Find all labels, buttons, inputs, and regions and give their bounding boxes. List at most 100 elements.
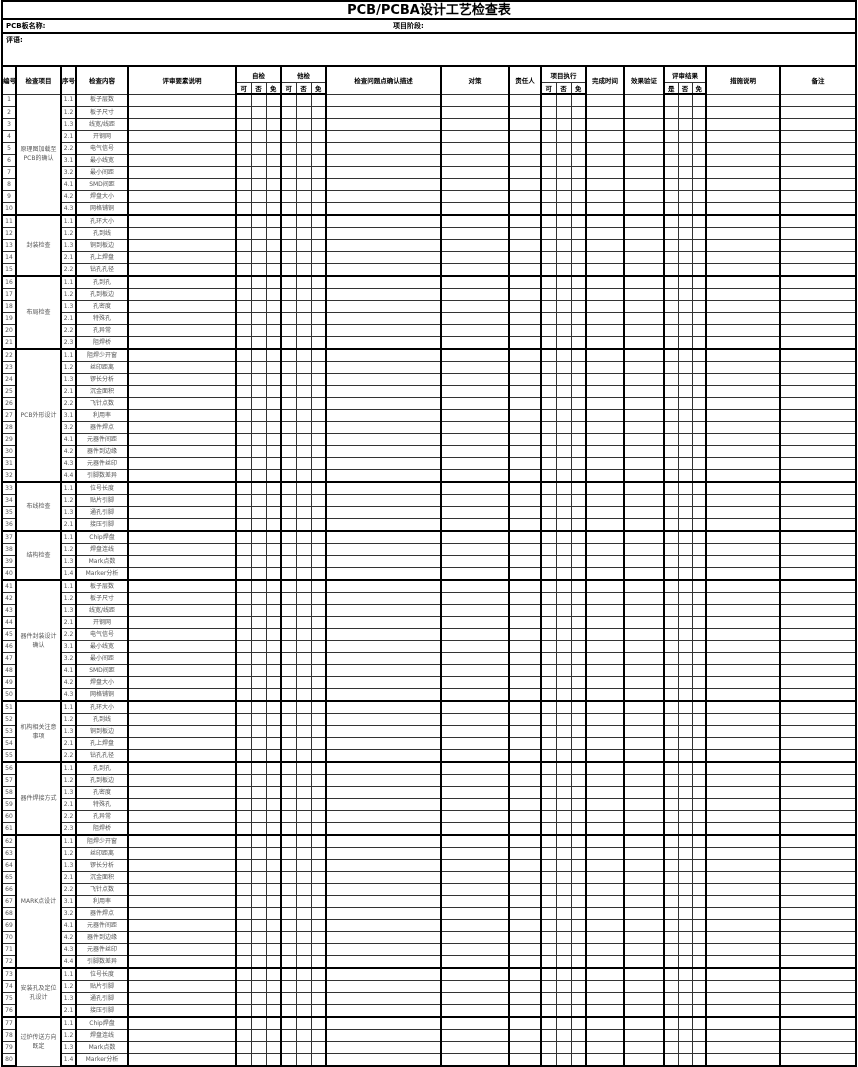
result-na[interactable]: [691, 676, 707, 689]
other-check-no[interactable]: [295, 227, 312, 240]
criteria-cell[interactable]: [127, 822, 237, 836]
self-check-na[interactable]: [265, 202, 282, 216]
self-check-yes[interactable]: [235, 664, 252, 677]
other-check-no[interactable]: [295, 166, 312, 179]
finish-time-cell[interactable]: [585, 263, 625, 277]
result-na[interactable]: [691, 481, 707, 495]
result-yes[interactable]: [663, 421, 679, 434]
finish-time-cell[interactable]: [585, 457, 625, 470]
exec-yes[interactable]: [540, 640, 557, 653]
exec-yes[interactable]: [540, 676, 557, 689]
result-na[interactable]: [691, 1041, 707, 1054]
other-check-no[interactable]: [295, 992, 312, 1005]
other-check-yes[interactable]: [280, 555, 297, 568]
owner-cell[interactable]: [508, 664, 542, 677]
result-no[interactable]: [677, 409, 693, 422]
verify-cell[interactable]: [623, 774, 665, 787]
verify-cell[interactable]: [623, 786, 665, 799]
other-check-na[interactable]: [310, 980, 327, 993]
result-na[interactable]: [691, 275, 707, 289]
exec-no[interactable]: [555, 336, 572, 350]
other-check-yes[interactable]: [280, 190, 297, 203]
owner-cell[interactable]: [508, 700, 542, 714]
other-check-yes[interactable]: [280, 700, 297, 714]
criteria-cell[interactable]: [127, 166, 237, 179]
self-check-na[interactable]: [265, 592, 282, 605]
finish-time-cell[interactable]: [585, 749, 625, 763]
exec-no[interactable]: [555, 324, 572, 337]
other-check-yes[interactable]: [280, 774, 297, 787]
problem-cell[interactable]: [325, 579, 442, 593]
remark-cell[interactable]: [779, 227, 858, 240]
problem-cell[interactable]: [325, 749, 442, 763]
exec-no[interactable]: [555, 871, 572, 884]
owner-cell[interactable]: [508, 967, 542, 981]
self-check-no[interactable]: [250, 1041, 267, 1054]
self-check-no[interactable]: [250, 579, 267, 593]
self-check-no[interactable]: [250, 251, 267, 264]
finish-time-cell[interactable]: [585, 847, 625, 860]
result-no[interactable]: [677, 664, 693, 677]
exec-no[interactable]: [555, 980, 572, 993]
finish-time-cell[interactable]: [585, 324, 625, 337]
remark-cell[interactable]: [779, 652, 858, 665]
criteria-cell[interactable]: [127, 883, 237, 896]
criteria-cell[interactable]: [127, 688, 237, 702]
exec-yes[interactable]: [540, 943, 557, 956]
other-check-yes[interactable]: [280, 178, 297, 191]
action-cell[interactable]: [705, 457, 781, 470]
other-check-no[interactable]: [295, 955, 312, 969]
verify-cell[interactable]: [623, 761, 665, 775]
self-check-yes[interactable]: [235, 847, 252, 860]
exec-yes[interactable]: [540, 300, 557, 313]
owner-cell[interactable]: [508, 227, 542, 240]
exec-na[interactable]: [570, 93, 587, 107]
action-cell[interactable]: [705, 275, 781, 289]
other-check-no[interactable]: [295, 943, 312, 956]
result-yes[interactable]: [663, 652, 679, 665]
measure-cell[interactable]: [440, 555, 510, 568]
verify-cell[interactable]: [623, 967, 665, 981]
problem-cell[interactable]: [325, 955, 442, 969]
problem-cell[interactable]: [325, 227, 442, 240]
remark-cell[interactable]: [779, 786, 858, 799]
exec-na[interactable]: [570, 373, 587, 386]
other-check-yes[interactable]: [280, 822, 297, 836]
action-cell[interactable]: [705, 907, 781, 920]
verify-cell[interactable]: [623, 202, 665, 216]
exec-no[interactable]: [555, 664, 572, 677]
criteria-cell[interactable]: [127, 190, 237, 203]
exec-no[interactable]: [555, 700, 572, 714]
other-check-yes[interactable]: [280, 883, 297, 896]
self-check-no[interactable]: [250, 1004, 267, 1018]
result-no[interactable]: [677, 118, 693, 131]
other-check-yes[interactable]: [280, 166, 297, 179]
finish-time-cell[interactable]: [585, 895, 625, 908]
other-check-na[interactable]: [310, 118, 327, 131]
remark-cell[interactable]: [779, 373, 858, 386]
self-check-no[interactable]: [250, 700, 267, 714]
other-check-na[interactable]: [310, 227, 327, 240]
result-no[interactable]: [677, 774, 693, 787]
other-check-yes[interactable]: [280, 967, 297, 981]
owner-cell[interactable]: [508, 616, 542, 629]
exec-no[interactable]: [555, 786, 572, 799]
action-cell[interactable]: [705, 373, 781, 386]
result-yes[interactable]: [663, 469, 679, 483]
measure-cell[interactable]: [440, 652, 510, 665]
finish-time-cell[interactable]: [585, 275, 625, 289]
finish-time-cell[interactable]: [585, 1004, 625, 1018]
measure-cell[interactable]: [440, 275, 510, 289]
verify-cell[interactable]: [623, 847, 665, 860]
exec-no[interactable]: [555, 130, 572, 143]
owner-cell[interactable]: [508, 907, 542, 920]
criteria-cell[interactable]: [127, 106, 237, 119]
self-check-na[interactable]: [265, 118, 282, 131]
other-check-na[interactable]: [310, 312, 327, 325]
self-check-yes[interactable]: [235, 980, 252, 993]
result-na[interactable]: [691, 883, 707, 896]
other-check-no[interactable]: [295, 481, 312, 495]
result-yes[interactable]: [663, 130, 679, 143]
remark-cell[interactable]: [779, 118, 858, 131]
criteria-cell[interactable]: [127, 907, 237, 920]
